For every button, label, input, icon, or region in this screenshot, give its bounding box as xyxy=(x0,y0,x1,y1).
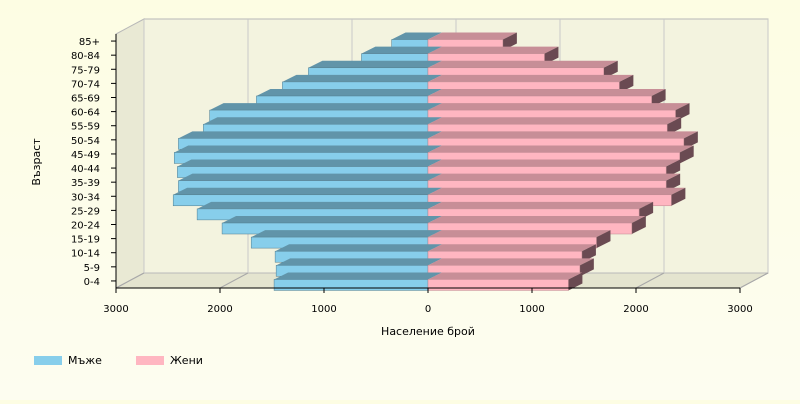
bar-women-top xyxy=(428,60,618,68)
left-wall xyxy=(115,18,145,289)
y-tick-label: 80-84 xyxy=(71,51,100,62)
bar-women-top xyxy=(428,145,694,153)
y-tick-label: 0-4 xyxy=(84,277,100,288)
y-tick-label: 70-74 xyxy=(71,79,100,90)
y-tick-label: 50-54 xyxy=(71,136,100,147)
bar-women-side xyxy=(651,88,666,108)
bar-women-side xyxy=(679,145,694,164)
bar-women-top xyxy=(428,131,698,139)
legend-item-men: Мъже xyxy=(34,354,102,367)
bar-women-side xyxy=(639,201,654,220)
legend-item-women: Жени xyxy=(135,354,203,367)
floor-grid-line xyxy=(635,272,665,289)
bar-women-top xyxy=(428,46,559,54)
bar-men-top xyxy=(177,159,443,167)
bar-women-top xyxy=(428,258,594,266)
y-tick-label: 60-64 xyxy=(71,108,100,119)
bar-women-top xyxy=(428,32,517,40)
bar-women-side xyxy=(619,74,634,93)
bar-women-top xyxy=(428,88,666,96)
y-axis-label: Възраст xyxy=(30,138,43,186)
bar-women-side xyxy=(568,272,583,291)
bar-men-top xyxy=(275,244,442,252)
legend-label-men: Мъже xyxy=(68,354,102,367)
bar-women-top xyxy=(428,117,682,125)
bar-men-top xyxy=(209,103,442,111)
legend: Мъже Жени xyxy=(34,354,203,367)
bar-women-top xyxy=(428,272,583,280)
bar-women-top xyxy=(428,201,654,209)
y-tick-label: 15-19 xyxy=(71,235,100,246)
bar-women-side xyxy=(667,117,682,136)
bar-men xyxy=(273,279,429,291)
x-tick-label: 1000 xyxy=(519,304,544,315)
bar-women-top xyxy=(428,103,690,111)
x-axis-label: Население брой xyxy=(381,325,475,338)
floor-grid-line xyxy=(739,272,769,289)
bar-men-top xyxy=(391,32,442,40)
y-tick-label: 20-24 xyxy=(71,221,100,232)
bar-women-top xyxy=(428,187,686,195)
floor-grid-line xyxy=(219,272,249,289)
x-tick-label: 0 xyxy=(425,304,431,315)
bar-men-top xyxy=(173,187,442,195)
bar-men-top xyxy=(361,46,442,54)
bar-women-top xyxy=(428,230,611,238)
bars xyxy=(172,32,698,291)
bar-men-top xyxy=(256,88,442,96)
bar-men-top xyxy=(178,131,442,139)
bar-men-top xyxy=(174,145,443,153)
bar-men-top xyxy=(178,173,442,181)
x-tick-label: 2000 xyxy=(207,304,232,315)
bar-men-top xyxy=(251,230,442,238)
x-tick-label: 3000 xyxy=(103,304,128,315)
y-tick-label: 30-34 xyxy=(71,192,100,203)
y-tick-label: 45-49 xyxy=(71,150,100,161)
bar-women-side xyxy=(603,60,618,79)
legend-swatch-men xyxy=(34,356,62,365)
floor-grid-line xyxy=(115,272,145,289)
y-tick-label: 35-39 xyxy=(71,178,100,189)
bar-men-top xyxy=(308,60,442,68)
tick-labels: 3000 2000 1000 0 1000 2000 3000 85+ 80-84 75-79 70… xyxy=(71,34,753,315)
bar-women-side xyxy=(671,187,686,206)
bar-women-side xyxy=(596,230,611,249)
bar-men-top xyxy=(282,74,442,82)
bar-women-side xyxy=(683,131,698,150)
bar-women-top xyxy=(428,74,634,82)
y-tick-label: 75-79 xyxy=(71,65,100,76)
bar-men-top xyxy=(276,258,442,266)
bar-men-top xyxy=(197,201,442,209)
bar-women-side xyxy=(631,215,646,235)
x-tick-label: 1000 xyxy=(311,304,336,315)
legend-swatch-women xyxy=(135,356,164,365)
bar-women-side xyxy=(666,159,681,178)
bar-women-side xyxy=(675,103,690,122)
bar-women-top xyxy=(428,173,681,181)
y-tick-label: 40-44 xyxy=(71,164,100,175)
bar-women-side xyxy=(579,258,594,277)
y-tick-label: 85+ xyxy=(79,37,100,48)
x-tick-label: 3000 xyxy=(727,304,752,315)
y-tick-label: 10-14 xyxy=(71,249,100,260)
bar-women-side xyxy=(581,244,596,263)
bar-men-top xyxy=(222,215,442,223)
y-tick-label: 5-9 xyxy=(84,263,100,274)
legend-label-women: Жени xyxy=(169,354,203,367)
bar-women-side xyxy=(666,173,681,192)
y-tick-label: 65-69 xyxy=(71,94,100,105)
y-tick-label: 25-29 xyxy=(71,206,100,217)
bar-men-top xyxy=(203,117,442,125)
bar-women-side xyxy=(502,32,517,51)
bar-women-side xyxy=(544,46,559,65)
bar-women-top xyxy=(428,215,646,223)
y-tick-label: 55-59 xyxy=(71,122,100,133)
bar-women-top xyxy=(428,244,596,252)
bar-men-top xyxy=(274,272,442,280)
bar-women-top xyxy=(428,159,681,167)
x-tick-label: 2000 xyxy=(623,304,648,315)
bar-women xyxy=(427,279,569,291)
